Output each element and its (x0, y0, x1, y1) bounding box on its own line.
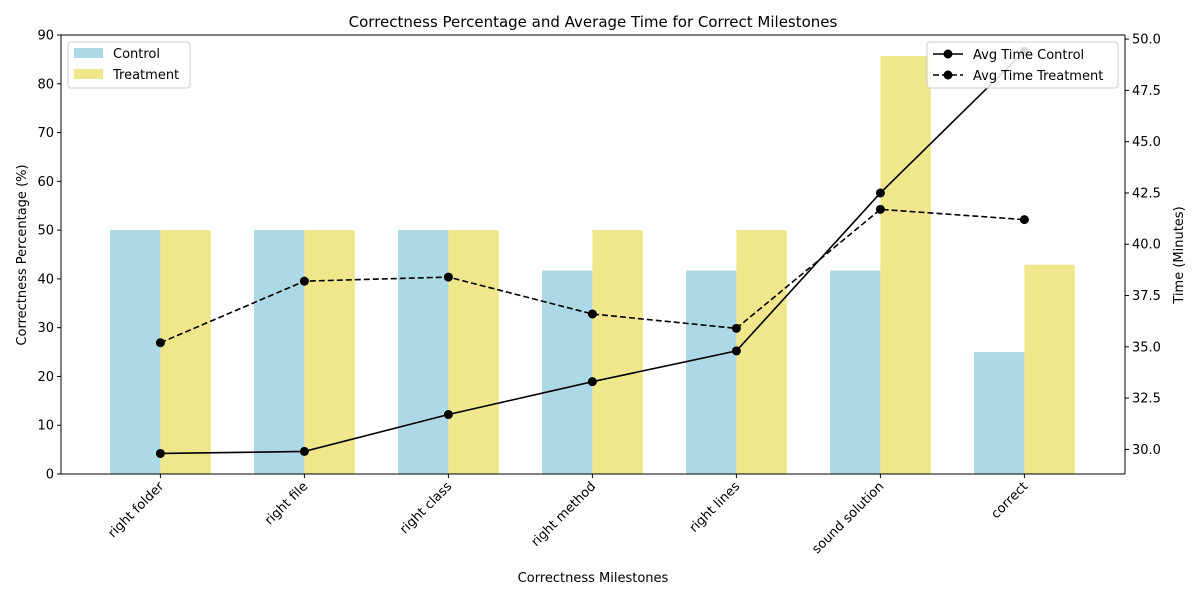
x-tick-label: correct (988, 479, 1031, 522)
bar-treatment (304, 230, 355, 474)
bar-treatment (160, 230, 211, 474)
y-right-tick-label: 35.0 (1132, 340, 1161, 355)
line-point (155, 338, 165, 348)
legend-swatch (74, 69, 103, 79)
plot-area: 0 10 20 30 40 50 60 70 80 90 30.0 32.5 35.0 37.5 40.0 4… (37, 29, 1161, 558)
y-tick-label: 20 (37, 370, 54, 385)
line-point (587, 309, 597, 319)
bar-control (686, 270, 737, 474)
y-right-tick-label: 47.5 (1132, 84, 1161, 99)
legend-marker (943, 70, 953, 80)
x-tick-label: right method (529, 479, 600, 550)
bar-control (542, 270, 593, 474)
legend-label: Avg Time Control (973, 48, 1084, 63)
y-tick-label: 50 (37, 224, 54, 239)
bar-control (830, 270, 881, 474)
bar-treatment (736, 230, 787, 474)
y-right-tick-label: 42.5 (1132, 186, 1161, 201)
line-point (875, 188, 885, 198)
y-axis-right-label: Time (Minutes) (1172, 206, 1187, 304)
bar-treatment (880, 55, 931, 474)
bar-control (110, 230, 161, 474)
legend-label: Treatment (112, 68, 179, 83)
y-tick-label: 10 (37, 419, 54, 434)
legend-label: Control (113, 47, 160, 62)
line-point (443, 272, 453, 282)
line-point (299, 446, 309, 456)
line-point (587, 377, 597, 387)
y-right-tick-label: 40.0 (1132, 238, 1161, 253)
line-point (443, 410, 453, 420)
y-tick-label: 90 (37, 29, 54, 44)
line-point (875, 204, 885, 214)
y-axis-label: Correctness Percentage (%) (15, 164, 30, 345)
y-tick-label: 30 (37, 321, 54, 336)
legend-box (926, 41, 1119, 89)
x-tick-label: right lines (687, 479, 744, 536)
legend-swatch (74, 48, 103, 58)
y-right-tick-label: 37.5 (1132, 289, 1161, 304)
bar-control (974, 352, 1025, 474)
line-point (1019, 215, 1029, 225)
bar-treatment (448, 230, 499, 474)
y-tick-label: 80 (37, 77, 54, 92)
line-point (731, 346, 741, 356)
line-point (155, 448, 165, 458)
y-tick-label: 70 (37, 126, 54, 141)
y-tick-label: 0 (46, 468, 54, 483)
legend-bars: Control Treatment (67, 41, 191, 89)
y-right-tick-label: 32.5 (1132, 392, 1161, 407)
x-tick-label: sound solution (809, 479, 887, 557)
x-tick-label: right file (262, 479, 311, 528)
x-tick-label: right folder (105, 479, 167, 541)
line-point (299, 276, 309, 286)
x-axis-label: Correctness Milestones (518, 571, 669, 586)
chart-title: Correctness Percentage and Average Time … (349, 13, 838, 31)
y-right-tick-label: 50.0 (1132, 33, 1161, 48)
legend-label: Avg Time Treatment (973, 69, 1103, 84)
y-tick-label: 60 (37, 175, 54, 190)
bar-control (398, 230, 449, 474)
x-tick-label: right class (397, 479, 455, 537)
legend-marker (943, 49, 953, 59)
y-tick-label: 40 (37, 272, 54, 287)
bar-treatment (592, 230, 643, 474)
line-point (731, 323, 741, 333)
bar-treatment (1024, 264, 1075, 474)
legend-lines: Avg Time Control Avg Time Treatment (926, 41, 1119, 89)
bar-control (254, 230, 305, 474)
y-right-tick-label: 45.0 (1132, 135, 1161, 150)
y-right-tick-label: 30.0 (1132, 443, 1161, 458)
